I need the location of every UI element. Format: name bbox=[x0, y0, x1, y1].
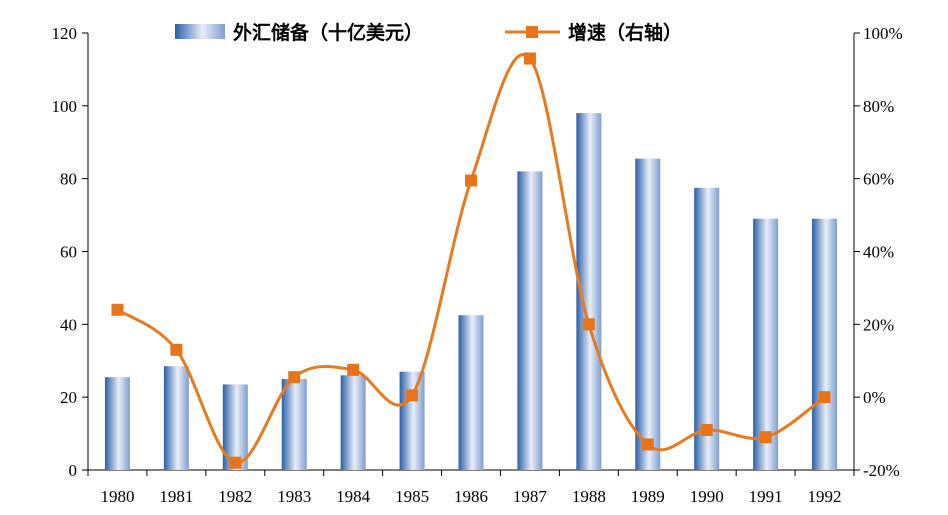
left-tick-label: 0 bbox=[69, 461, 78, 480]
right-tick-label: -20% bbox=[863, 461, 900, 480]
x-tick-label: 1989 bbox=[631, 487, 665, 506]
bar-series bbox=[104, 113, 838, 471]
line-marker bbox=[406, 389, 419, 402]
line-marker bbox=[759, 431, 772, 444]
line-marker bbox=[347, 363, 360, 376]
legend-bar-label: 外汇储备（十亿美元） bbox=[233, 21, 423, 44]
line-marker bbox=[288, 371, 301, 384]
x-tick-label: 1987 bbox=[513, 487, 548, 506]
bar bbox=[517, 171, 543, 470]
bar bbox=[399, 371, 425, 470]
legend-line-label: 增速（右轴） bbox=[568, 21, 682, 44]
right-tick-label: 60% bbox=[863, 170, 894, 189]
bar bbox=[281, 378, 307, 470]
right-tick-label: 0% bbox=[863, 388, 886, 407]
left-tick-label: 80 bbox=[60, 170, 77, 189]
x-tick-label: 1981 bbox=[159, 487, 193, 506]
right-tick-label: 100% bbox=[863, 24, 903, 43]
x-tick-label: 1990 bbox=[690, 487, 724, 506]
right-tick-label: 80% bbox=[863, 97, 894, 116]
bar bbox=[694, 187, 720, 471]
line-marker bbox=[111, 303, 124, 316]
line-marker bbox=[582, 318, 595, 331]
legend: 外汇储备（十亿美元） 增速（右轴） bbox=[175, 21, 682, 44]
x-tick-label: 1991 bbox=[749, 487, 783, 506]
left-tick-label: 60 bbox=[60, 243, 77, 262]
line-marker bbox=[818, 391, 831, 404]
bar bbox=[812, 218, 838, 470]
x-tick-label: 1992 bbox=[808, 487, 842, 506]
bar bbox=[635, 158, 661, 470]
right-tick-label: 20% bbox=[863, 315, 894, 334]
bar bbox=[458, 315, 484, 470]
x-tick-label: 1980 bbox=[100, 487, 134, 506]
bar bbox=[163, 366, 189, 470]
axes: 0 20 40 60 80 100 120 -20% 0% 20% 40% 60% 80% 100% 198… bbox=[52, 24, 903, 506]
left-tick-label: 100 bbox=[52, 97, 78, 116]
bar bbox=[753, 218, 779, 470]
line-marker bbox=[523, 52, 536, 65]
left-tick-label: 40 bbox=[60, 315, 77, 334]
x-tick-label: 1986 bbox=[454, 487, 488, 506]
legend-bar-swatch bbox=[175, 24, 225, 39]
left-tick-label: 20 bbox=[60, 388, 77, 407]
left-tick-label: 120 bbox=[52, 24, 78, 43]
legend-line-marker bbox=[526, 26, 538, 38]
line-marker bbox=[229, 456, 242, 469]
bar bbox=[104, 377, 130, 470]
line-marker bbox=[170, 343, 183, 356]
line-series bbox=[111, 52, 831, 469]
line-marker bbox=[641, 438, 654, 451]
x-tick-label: 1988 bbox=[572, 487, 606, 506]
right-tick-label: 40% bbox=[863, 243, 894, 262]
x-tick-label: 1985 bbox=[395, 487, 429, 506]
line-marker bbox=[465, 174, 477, 187]
bar bbox=[340, 375, 366, 470]
x-tick-label: 1982 bbox=[218, 487, 252, 506]
x-tick-label: 1983 bbox=[277, 487, 311, 506]
line-marker bbox=[700, 423, 713, 436]
x-tick-label: 1984 bbox=[336, 487, 371, 506]
